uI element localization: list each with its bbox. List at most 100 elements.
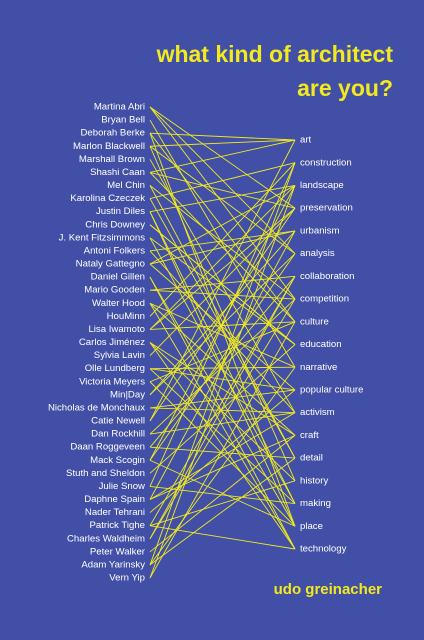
name: Patrick Tighe <box>90 520 145 531</box>
name: Daphne Spain <box>84 494 145 505</box>
link-line <box>149 230 296 500</box>
topic: construction <box>300 157 352 168</box>
topic: popular culture <box>300 384 363 395</box>
link-line <box>149 368 296 391</box>
link-line <box>149 185 296 300</box>
link-line <box>149 480 296 527</box>
name: Catie Newell <box>91 416 145 427</box>
name: Shashi Caan <box>90 167 145 178</box>
name: Carlos Jiménez <box>79 337 145 348</box>
title-line: what kind of architect <box>156 41 394 67</box>
name: Justin Diles <box>96 206 145 217</box>
name: Deborah Berke <box>80 128 145 139</box>
link-line <box>149 106 296 209</box>
name: Chris Downey <box>85 219 145 230</box>
link-line <box>149 171 296 209</box>
link-line <box>149 457 296 566</box>
name: Min|Day <box>110 389 145 400</box>
link-line <box>149 139 296 422</box>
link-line <box>149 263 296 391</box>
link-line <box>149 106 296 300</box>
link-line <box>149 407 296 414</box>
link-line <box>149 302 296 368</box>
link-line <box>149 132 296 141</box>
link-line <box>149 276 296 550</box>
link-line <box>149 525 296 550</box>
topic: making <box>300 498 331 509</box>
topic: art <box>300 135 312 146</box>
link-line <box>149 381 296 527</box>
topic: competition <box>300 294 349 305</box>
title-line: are you? <box>297 75 393 101</box>
link-line <box>149 237 296 345</box>
link-line <box>149 289 296 300</box>
link-line <box>149 366 296 370</box>
link-line <box>149 211 296 504</box>
topic: technology <box>300 544 347 555</box>
name: Olle Lundberg <box>85 363 145 374</box>
topic: history <box>300 475 328 486</box>
link-line <box>149 303 296 550</box>
topic: craft <box>300 430 319 441</box>
link-line <box>149 302 296 436</box>
topic: education <box>300 339 342 350</box>
link-line <box>149 298 296 435</box>
name: Mel Chin <box>107 180 145 191</box>
name: Vern Yip <box>109 573 145 584</box>
link-line <box>149 185 296 579</box>
link-line <box>149 342 296 482</box>
link-line <box>149 162 296 566</box>
link-line <box>149 185 296 459</box>
name: Julie Snow <box>99 481 145 492</box>
topic: urbanism <box>300 225 339 236</box>
topic: culture <box>300 316 329 327</box>
topic: narrative <box>300 362 337 373</box>
link-line <box>149 139 296 147</box>
name: Peter Walker <box>90 546 146 557</box>
name: Karolina Czeczek <box>70 193 145 204</box>
topic: landscape <box>300 180 344 191</box>
name: Sylvia Lavin <box>94 350 145 361</box>
name: Nader Tehrani <box>85 507 145 518</box>
link-line <box>149 275 296 291</box>
topic: detail <box>300 453 323 464</box>
link-line <box>149 145 296 254</box>
link-line <box>149 237 296 504</box>
link-line <box>149 119 296 368</box>
name: Bryan Bell <box>101 115 145 126</box>
name: Martina Abri <box>94 102 145 113</box>
link-line <box>149 162 296 487</box>
author: udo greinacher <box>274 581 383 598</box>
name: Lisa Iwamoto <box>88 324 145 335</box>
topic: analysis <box>300 248 335 259</box>
name: Daan Roggeveen <box>70 442 145 453</box>
link-line <box>149 276 296 448</box>
name: Mario Gooden <box>84 285 145 296</box>
link-line <box>149 230 296 252</box>
link-line <box>149 321 296 579</box>
name: Victoria Meyers <box>79 376 145 387</box>
link-line <box>149 342 296 436</box>
link-line <box>149 185 296 461</box>
topic: preservation <box>300 203 353 214</box>
name: Antoni Folkers <box>84 245 146 256</box>
link-line <box>149 434 296 500</box>
link-line <box>149 172 296 323</box>
link-line <box>149 185 296 265</box>
link-line <box>149 198 296 459</box>
topic: place <box>300 521 323 532</box>
connection-lines <box>149 106 296 579</box>
link-line <box>149 412 296 500</box>
link-line <box>149 162 296 200</box>
link-line <box>149 146 296 482</box>
topic: collaboration <box>300 271 354 282</box>
link-line <box>149 185 296 213</box>
name: Daniel Gillen <box>91 272 145 283</box>
name: J. Kent Fitzsimmons <box>59 232 146 243</box>
link-line <box>149 162 296 317</box>
link-line <box>149 412 296 435</box>
link-line <box>149 276 296 527</box>
name: Marshall Brown <box>79 154 145 165</box>
name: Nicholas de Monchaux <box>48 402 145 413</box>
name: Adam Yarinsky <box>81 559 145 570</box>
